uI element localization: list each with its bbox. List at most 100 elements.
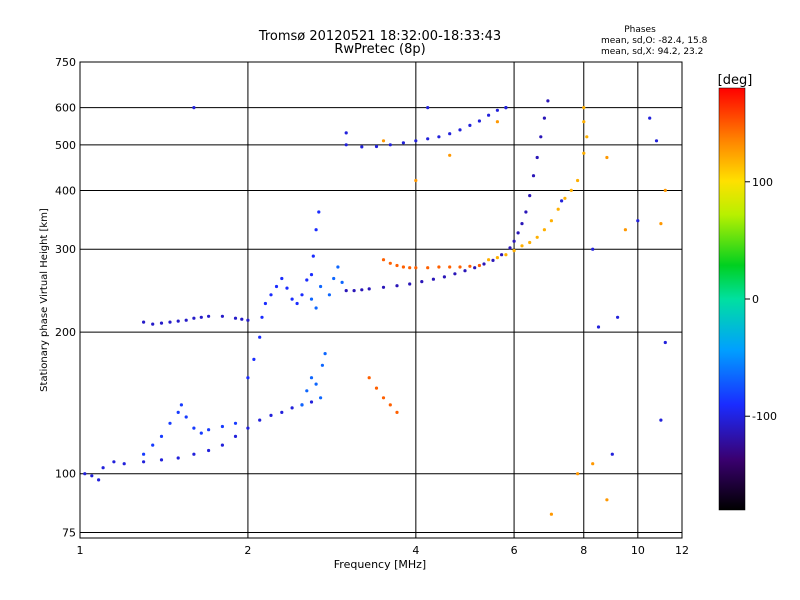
data-point [309, 400, 314, 404]
data-point [260, 315, 264, 319]
data-point [176, 456, 180, 460]
data-point [520, 244, 524, 248]
data-point [623, 228, 628, 232]
data-point [207, 314, 211, 318]
data-point [560, 199, 564, 203]
data-point [142, 460, 146, 464]
data-point [344, 289, 348, 293]
data-point [495, 256, 499, 260]
data-point [367, 376, 371, 380]
data-point [314, 382, 318, 386]
data-point [388, 403, 392, 407]
data-point [323, 352, 327, 356]
data-point [487, 258, 491, 262]
data-point [463, 269, 467, 273]
data-point [576, 178, 580, 183]
data-point [199, 431, 203, 435]
data-point [569, 188, 573, 192]
data-point [516, 231, 520, 235]
data-point [605, 155, 609, 160]
data-point [233, 421, 238, 425]
data-point [381, 285, 386, 289]
data-point [112, 460, 116, 464]
data-point [408, 282, 412, 286]
data-point [360, 288, 364, 292]
data-point [654, 139, 659, 143]
colorbar-tick-label: -100 [752, 410, 777, 423]
data-point [327, 293, 331, 297]
data-point [535, 235, 539, 239]
data-point [240, 317, 244, 321]
data-point [401, 265, 405, 269]
data-point [482, 262, 486, 266]
data-point [388, 261, 392, 265]
data-point [448, 153, 452, 157]
data-point [207, 448, 211, 453]
data-point [468, 264, 472, 268]
data-point [546, 99, 550, 103]
data-point [426, 266, 430, 270]
data-point [344, 131, 348, 135]
data-point [176, 410, 180, 414]
data-point [360, 145, 364, 149]
data-point [352, 289, 356, 293]
data-point [319, 284, 323, 289]
data-point [448, 132, 452, 136]
data-point [381, 396, 386, 400]
data-point [663, 340, 667, 345]
data-point [414, 266, 418, 270]
colorbar-ticks: 100 0 -100 [745, 176, 777, 423]
x-tick-label: 2 [244, 544, 251, 557]
data-point [388, 143, 392, 147]
data-point [582, 120, 586, 124]
data-point [83, 472, 87, 476]
data-point [610, 452, 614, 456]
data-point [305, 389, 309, 393]
y-tick-label: 100 [55, 468, 76, 481]
data-point [258, 335, 262, 339]
data-point [97, 478, 101, 482]
data-point [332, 276, 336, 281]
data-point [437, 265, 441, 269]
x-tick-label: 6 [511, 544, 518, 557]
data-point [395, 263, 399, 268]
data-point [395, 410, 399, 414]
data-points [83, 99, 667, 516]
data-point [512, 239, 516, 243]
data-point [663, 188, 667, 192]
data-point [320, 363, 324, 367]
data-point [542, 228, 547, 232]
data-point [636, 219, 640, 223]
data-point [220, 424, 224, 429]
data-point [401, 141, 405, 145]
data-point [142, 452, 146, 456]
data-point [477, 119, 481, 123]
colorbar-label: [deg] [718, 73, 753, 88]
data-point [151, 322, 155, 326]
data-point [495, 120, 499, 124]
data-point [233, 316, 238, 320]
data-point [591, 247, 595, 251]
data-point [520, 222, 524, 226]
data-point [431, 277, 435, 281]
x-tick-label: 12 [675, 544, 689, 557]
data-point [309, 273, 314, 277]
data-point [531, 174, 536, 178]
data-point [458, 128, 462, 132]
data-point [487, 113, 491, 117]
data-point [648, 116, 652, 120]
plot-frame [79, 61, 683, 539]
data-point [159, 458, 164, 462]
data-point [184, 415, 188, 419]
data-point [528, 240, 532, 245]
y-tick-label: 600 [55, 102, 76, 115]
data-point [300, 403, 304, 407]
data-point [591, 462, 595, 466]
data-point [381, 139, 386, 143]
data-point [274, 284, 279, 289]
data-point [192, 426, 196, 430]
data-point [408, 266, 412, 270]
data-point [290, 406, 294, 410]
x-tick-label: 10 [631, 544, 645, 557]
